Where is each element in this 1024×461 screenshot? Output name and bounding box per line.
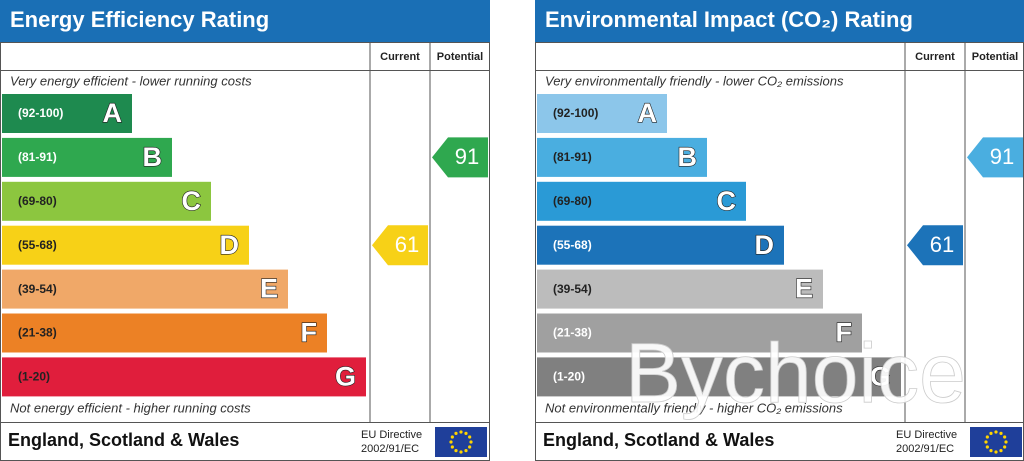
band-range: (81-91) [553, 150, 592, 164]
panel-title: Environmental Impact (CO₂) Rating [545, 7, 913, 32]
potential-rating: 91 [990, 144, 1014, 169]
title-bar [0, 0, 490, 42]
region: England, Scotland & Wales [8, 430, 239, 450]
column-header: Potential [437, 51, 483, 63]
band-letter: G [335, 362, 356, 392]
band-letter: G [870, 362, 891, 392]
rating-band [537, 357, 901, 397]
region: England, Scotland & Wales [543, 430, 774, 450]
rating-band [2, 94, 132, 133]
current-rating-arrow [907, 225, 963, 266]
eu-star [468, 435, 472, 439]
eu-star [1003, 445, 1007, 449]
column-header: Potential [972, 51, 1018, 63]
eu-star [464, 431, 468, 435]
rating-band [537, 225, 784, 265]
band-range: (21-38) [553, 326, 592, 340]
band-letter: F [836, 318, 853, 348]
current-rating: 61 [930, 232, 954, 257]
column-header: Current [915, 51, 955, 63]
eu-star [984, 440, 988, 444]
rating-band [537, 313, 862, 353]
band-letter: C [717, 186, 737, 216]
eu-star [1004, 440, 1008, 444]
band-range: (92-100) [553, 106, 598, 120]
band-letter: A [638, 98, 658, 128]
rating-band [2, 313, 327, 353]
band-letter: D [220, 230, 240, 260]
title-bar [535, 0, 1024, 42]
band-range: (55-68) [18, 238, 57, 252]
rating-band [537, 94, 667, 133]
eu-star [989, 431, 993, 435]
eu-star [1003, 435, 1007, 439]
band-letter: E [795, 274, 813, 304]
band-range: (21-38) [18, 326, 57, 340]
directive: EU Directive [361, 429, 422, 441]
eu-star [469, 440, 473, 444]
directive: EU Directive [896, 429, 957, 441]
rating-band [2, 269, 288, 309]
band-letter: F [301, 318, 318, 348]
current-rating: 61 [395, 232, 419, 257]
band-letter: A [103, 98, 123, 128]
eu-star [999, 449, 1003, 453]
band-range: (81-91) [18, 150, 57, 164]
rating-panel: Energy Efficiency Rating Current Potential… [0, 0, 490, 461]
eu-star [449, 440, 453, 444]
eu-star [450, 435, 454, 439]
band-range: (1-20) [553, 370, 585, 384]
eu-star [994, 430, 998, 434]
band-range: (1-20) [18, 370, 50, 384]
rating-band [537, 181, 746, 221]
eu-star [454, 431, 458, 435]
band-range: (55-68) [553, 238, 592, 252]
band-range: (39-54) [18, 282, 57, 296]
band-range: (69-80) [18, 194, 57, 208]
eu-star [459, 450, 463, 454]
rating-band [2, 181, 211, 221]
eu-star [985, 435, 989, 439]
eu-star [994, 450, 998, 454]
band-letter: B [678, 142, 698, 172]
eu-star [999, 431, 1003, 435]
eu-star [459, 430, 463, 434]
eu-star [450, 445, 454, 449]
rating-band [2, 225, 249, 265]
band-letter: C [182, 186, 202, 216]
current-rating-arrow [372, 225, 428, 266]
rating-band [2, 137, 172, 177]
panel-title: Energy Efficiency Rating [10, 7, 269, 32]
directive: 2002/91/EC [361, 443, 419, 455]
directive: 2002/91/EC [896, 443, 954, 455]
potential-rating-arrow [967, 137, 1023, 178]
band-range: (92-100) [18, 106, 63, 120]
potential-rating-arrow [432, 137, 488, 178]
bottom-note: Not environmentally friendly - higher CO… [545, 400, 843, 415]
band-letter: D [755, 230, 775, 260]
eu-star [989, 449, 993, 453]
eu-star [464, 449, 468, 453]
bottom-note: Not energy efficient - higher running co… [10, 400, 251, 415]
band-letter: E [260, 274, 278, 304]
rating-band [2, 357, 366, 397]
column-header: Current [380, 51, 420, 63]
rating-band [537, 137, 707, 177]
rating-band [537, 269, 823, 309]
rating-panel: Environmental Impact (CO₂) Rating Current… [535, 0, 1024, 461]
potential-rating: 91 [455, 144, 479, 169]
watermark: Bychoice [625, 326, 966, 420]
eu-star [985, 445, 989, 449]
eu-star [468, 445, 472, 449]
top-note: Very energy efficient - lower running co… [10, 73, 252, 88]
band-range: (69-80) [553, 194, 592, 208]
band-range: (39-54) [553, 282, 592, 296]
eu-star [454, 449, 458, 453]
band-letter: B [143, 142, 163, 172]
top-note: Very environmentally friendly - lower CO… [545, 73, 844, 88]
